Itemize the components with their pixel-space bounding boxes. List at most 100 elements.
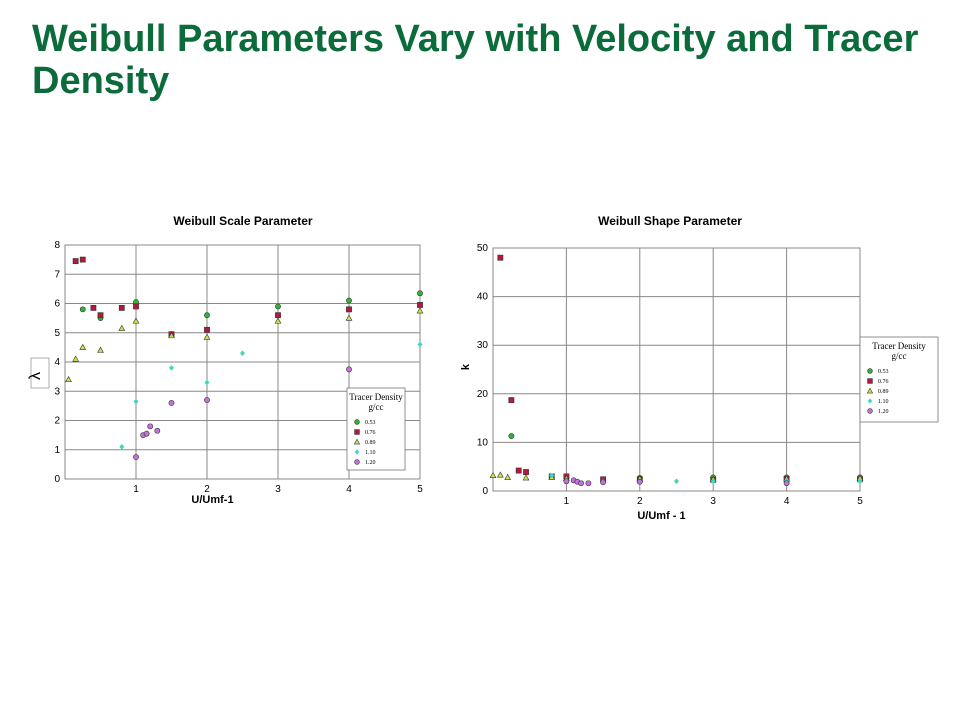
data-point [204, 379, 210, 386]
legend-label: 1.20 [365, 460, 376, 466]
data-point [168, 332, 175, 339]
x-axis-label: U/Umf - 1 [637, 510, 685, 522]
data-point [857, 478, 863, 485]
data-point [204, 312, 210, 319]
data-point [275, 312, 281, 319]
legend-label: 0.76 [365, 430, 376, 436]
y-tick-label: 30 [477, 340, 489, 351]
data-point [79, 343, 87, 350]
y-tick-label: 0 [54, 474, 60, 485]
y-tick-label: 7 [54, 269, 60, 280]
data-point [118, 304, 125, 311]
data-point [274, 317, 282, 324]
legend-label: 1.20 [878, 409, 889, 415]
data-point [345, 314, 353, 321]
x-tick-label: 5 [857, 496, 863, 507]
data-point [147, 423, 154, 430]
y-axis-label: k [460, 363, 472, 370]
legend-label: 0.89 [878, 389, 889, 395]
y-tick-label: 6 [54, 299, 60, 310]
legend-label: 1.10 [878, 399, 889, 405]
legend-marker [867, 398, 873, 404]
x-tick-label: 3 [275, 484, 281, 495]
data-point [508, 397, 515, 404]
data-point [143, 430, 150, 437]
data-point [504, 473, 512, 480]
data-point [585, 480, 592, 487]
x-tick-label: 4 [346, 484, 352, 495]
data-point [710, 478, 716, 485]
legend-title: Tracer Density [872, 341, 926, 351]
y-tick-label: 20 [477, 389, 489, 400]
data-point [275, 303, 281, 310]
legend-subtitle: g/cc [892, 351, 907, 361]
data-point [204, 397, 210, 403]
data-point [204, 326, 210, 333]
data-point [497, 254, 504, 261]
data-point [346, 297, 352, 304]
x-tick-label: 4 [784, 496, 790, 507]
chart-title: Weibull Scale Parameter [173, 214, 313, 228]
legend-label: 0.76 [878, 379, 889, 385]
legend-box [346, 387, 406, 471]
y-tick-label: 1 [54, 445, 60, 456]
y-tick-label: 2 [54, 416, 60, 427]
legend-label: 1.10 [365, 450, 376, 456]
data-point [417, 302, 423, 308]
data-point [346, 306, 352, 313]
data-point [239, 350, 246, 357]
data-point [90, 304, 97, 311]
x-tick-label: 3 [710, 496, 716, 507]
legend-marker [354, 419, 360, 425]
data-point [168, 364, 175, 371]
y-tick-label: 50 [477, 243, 489, 254]
legend-marker [354, 449, 360, 455]
data-point [97, 312, 104, 319]
y-tick-label: 3 [54, 386, 60, 397]
data-point [416, 307, 424, 314]
data-point [496, 471, 504, 478]
x-axis-label: U/Umf-1 [191, 494, 233, 506]
data-point [417, 341, 423, 348]
data-point [673, 478, 680, 485]
data-point [508, 433, 515, 439]
legend-marker [867, 368, 873, 374]
y-tick-label: 10 [477, 437, 489, 448]
data-point [168, 400, 175, 406]
data-point [783, 480, 790, 487]
y-tick-label: 4 [54, 357, 60, 368]
data-point [549, 472, 555, 479]
slide-title: Weibull Parameters Vary with Velocity an… [32, 18, 919, 102]
x-tick-label: 2 [204, 484, 210, 495]
data-point [119, 443, 125, 450]
legend-marker [866, 387, 874, 394]
legend-box [859, 336, 939, 423]
legend-label: 0.53 [878, 369, 889, 375]
data-point [133, 398, 139, 405]
data-point [72, 355, 80, 362]
weibull-scale-chart: 0 1 2 3 4 5 6 7 8 1 2 3 4 5 Weibull Scale Parameter U/U… [27, 214, 424, 506]
data-point [578, 480, 584, 487]
data-point [600, 479, 606, 486]
plot-frame [492, 247, 861, 492]
legend-marker [867, 378, 873, 384]
data-point [133, 454, 139, 460]
x-tick-label: 1 [133, 484, 139, 495]
data-point [133, 303, 139, 310]
legend-subtitle: g/cc [369, 402, 384, 412]
legend-marker [867, 408, 873, 414]
data-point [65, 375, 72, 383]
data-point [154, 427, 161, 434]
data-point [79, 256, 86, 263]
legend-label: 0.89 [365, 440, 376, 446]
y-tick-label: 8 [54, 240, 60, 251]
y-axis-label: λ [27, 372, 44, 380]
x-tick-label: 5 [417, 484, 423, 495]
y-tick-label: 5 [54, 328, 60, 339]
x-tick-label: 2 [637, 496, 643, 507]
data-point [489, 471, 497, 478]
data-point [563, 478, 570, 485]
data-point [515, 467, 522, 474]
legend-marker [354, 459, 360, 465]
data-point [203, 333, 211, 340]
